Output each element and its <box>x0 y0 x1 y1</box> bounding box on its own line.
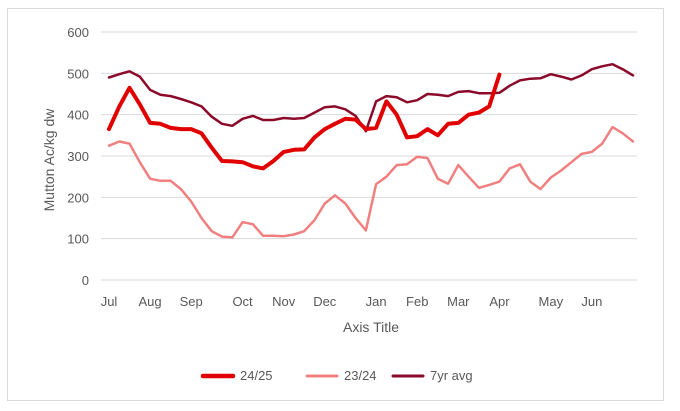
x-tick-label: Jul <box>101 294 118 309</box>
y-tick-label: 100 <box>67 232 89 247</box>
x-tick-label: Dec <box>313 294 337 309</box>
x-tick-label: Oct <box>232 294 253 309</box>
x-tick-label: Aug <box>139 294 162 309</box>
legend-item: 24/25 <box>200 368 273 383</box>
x-tick-label: Sep <box>180 294 203 309</box>
y-tick-label: 300 <box>67 149 89 164</box>
x-tick-label: Nov <box>272 294 296 309</box>
y-tick-label: 600 <box>67 25 89 40</box>
legend-label: 23/24 <box>344 368 377 383</box>
legend-item: 23/24 <box>305 368 377 383</box>
series-line-23-24 <box>107 125 635 239</box>
legend-label: 7yr avg <box>430 368 473 383</box>
legend-item: 7yr avg <box>391 368 473 383</box>
series-lines <box>107 62 635 239</box>
gridlines <box>101 31 637 281</box>
x-tick-label: Feb <box>406 294 428 309</box>
x-tick-label: May <box>539 294 564 309</box>
y-axis-title: Mutton Ac/kg dw <box>41 108 57 212</box>
legend-label: 24/25 <box>240 368 273 383</box>
x-tick-label: Jun <box>581 294 602 309</box>
y-tick-label: 200 <box>67 190 89 205</box>
x-axis-title: Axis Title <box>343 319 399 335</box>
y-tick-label: 0 <box>82 273 89 288</box>
y-tick-label: 400 <box>67 108 89 123</box>
y-tick-label: 500 <box>67 66 89 81</box>
x-tick-label: Mar <box>447 294 470 309</box>
legend: 24/25 23/24 7yr avg <box>200 368 473 383</box>
y-axis-ticks: 0 100 200 300 400 500 600 <box>67 25 89 288</box>
x-tick-label: Apr <box>489 294 510 309</box>
series-line-24-25 <box>107 72 502 171</box>
x-axis-ticks: Jul Aug Sep Oct Nov Dec Jan Feb Mar Apr May Jun <box>101 294 603 309</box>
series-line-7yr-avg <box>107 62 635 133</box>
x-tick-label: Jan <box>366 294 387 309</box>
